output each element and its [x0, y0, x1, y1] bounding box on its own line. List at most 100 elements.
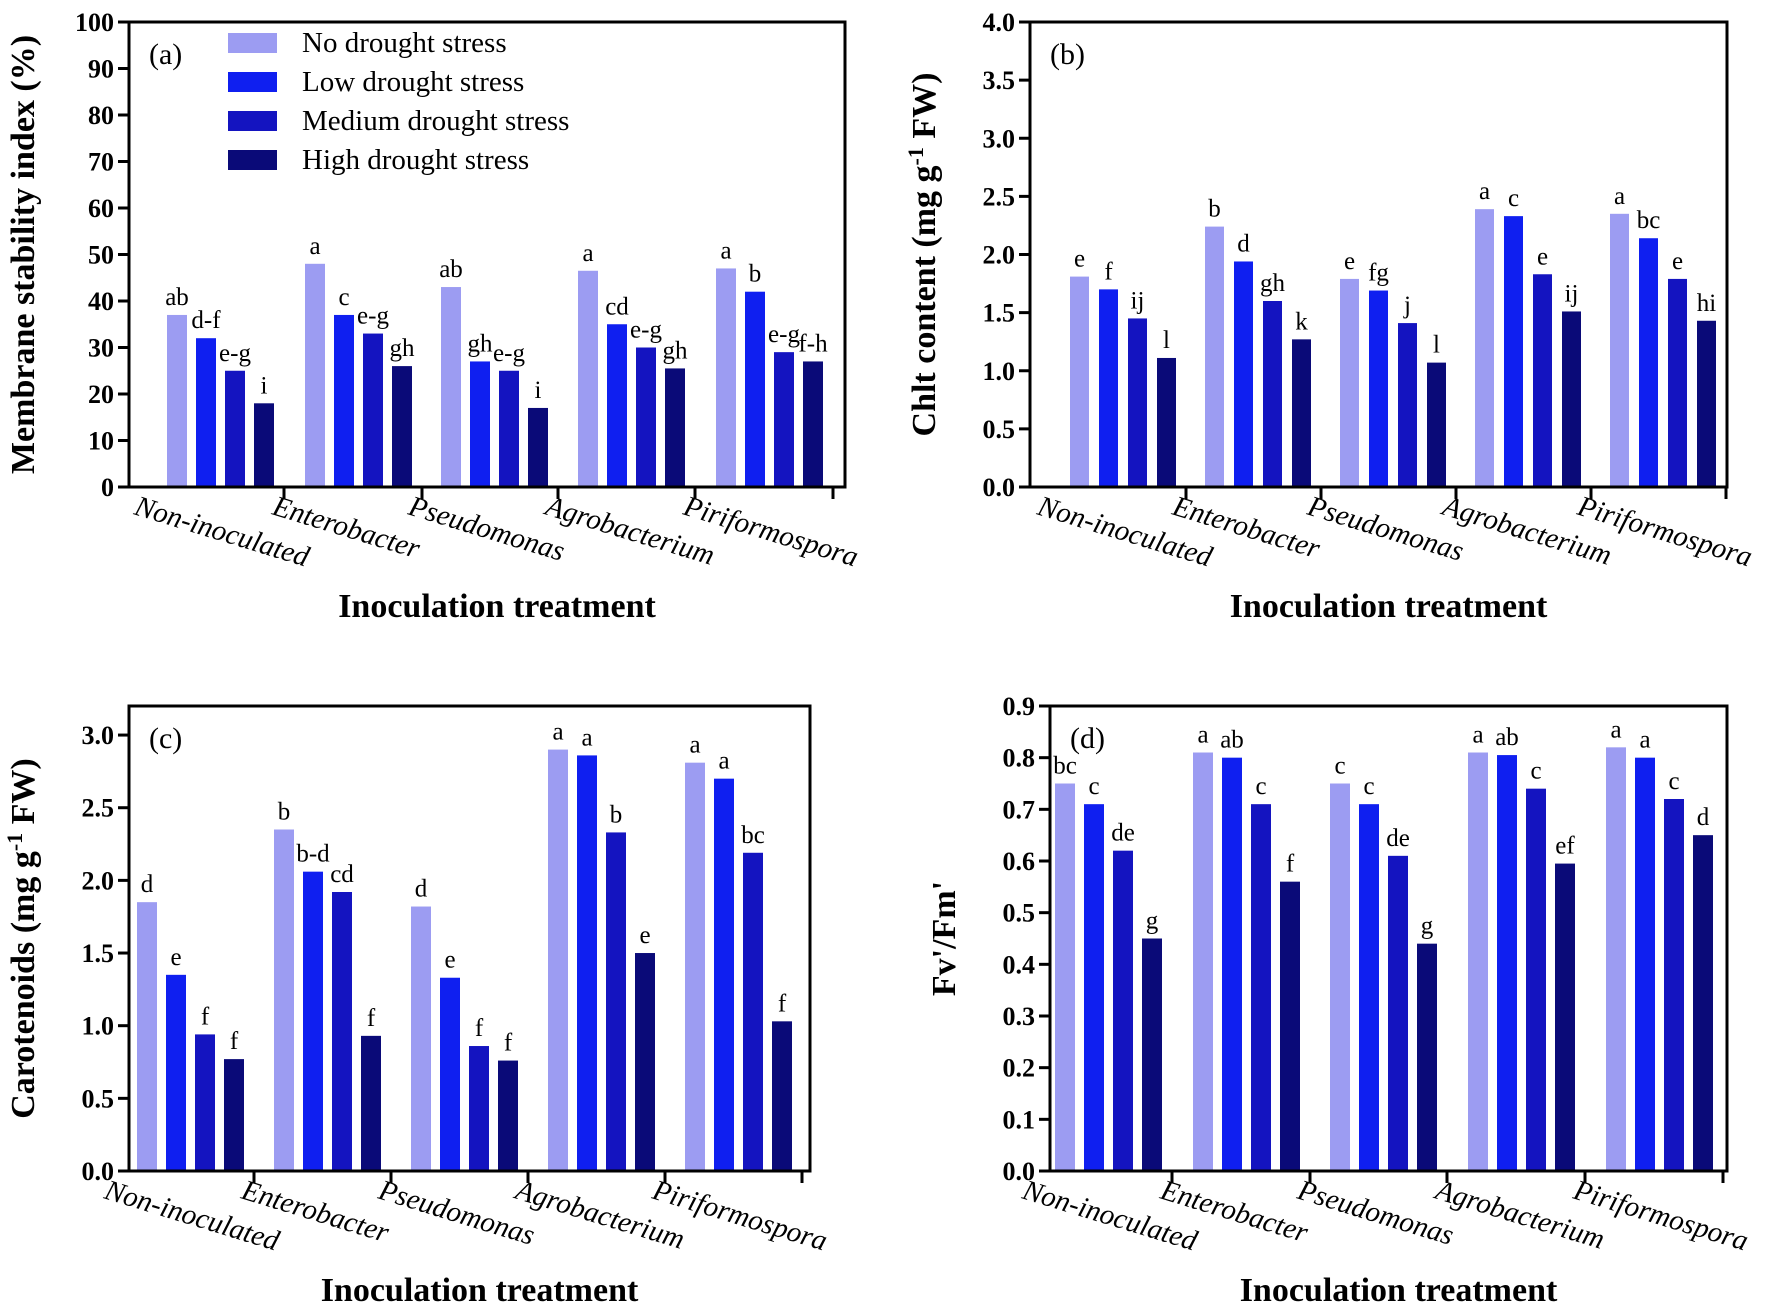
bar-2-1 — [305, 263, 325, 487]
bar-4-3 — [636, 347, 656, 487]
y-tick-label: 1.5 — [82, 939, 115, 968]
y-tick-label: 0.6 — [1003, 847, 1036, 876]
bar-1-1 — [1070, 276, 1089, 487]
significance-letter: e — [1672, 248, 1683, 275]
significance-letter: f — [1104, 258, 1113, 285]
legend-swatch — [228, 72, 277, 92]
significance-letter: gh — [663, 337, 689, 364]
significance-letter: c — [1334, 753, 1345, 780]
significance-letter: l — [1163, 327, 1170, 354]
bar-3-4 — [528, 407, 548, 487]
significance-letter: i — [535, 377, 542, 404]
y-axis-title: Carotenoids (mg g-1 FW) — [2, 758, 43, 1119]
bar-4-2 — [1504, 216, 1523, 487]
significance-letter: c — [1363, 773, 1374, 800]
significance-letter: a — [1639, 727, 1650, 754]
significance-letter: k — [1295, 308, 1308, 335]
bar-4-3 — [1533, 274, 1552, 487]
bar-5-2 — [745, 291, 765, 487]
bar-5-1 — [1610, 213, 1629, 487]
bar-3-3 — [499, 370, 519, 487]
bar-3-4 — [1427, 362, 1446, 487]
bar-5-3 — [1664, 799, 1684, 1171]
significance-letter: ab — [439, 256, 463, 283]
significance-letter: ij — [1131, 287, 1145, 314]
y-tick-label: 70 — [88, 148, 114, 177]
bar-5-1 — [716, 268, 736, 487]
significance-letter: ab — [1495, 724, 1519, 751]
bar-3-1 — [411, 906, 431, 1171]
plot-frame — [1048, 704, 1729, 1173]
x-axis-title: Inoculation treatment — [321, 1272, 639, 1304]
legend-label: No drought stress — [302, 27, 507, 59]
panel-label: (a) — [149, 38, 182, 71]
y-tick-label: 1.5 — [983, 299, 1016, 328]
significance-letter: f — [367, 1005, 376, 1032]
bar-2-3 — [1263, 301, 1282, 487]
bar-1-1 — [1055, 783, 1075, 1171]
bar-3-2 — [1369, 290, 1388, 487]
bar-4-1 — [578, 270, 598, 487]
significance-letter: a — [552, 719, 563, 746]
significance-letter: ij — [1565, 280, 1579, 307]
legend-label: High drought stress — [302, 144, 529, 176]
y-tick-label: 0.5 — [1003, 899, 1036, 928]
significance-letter: f — [230, 1028, 239, 1055]
bar-4-2 — [607, 324, 627, 487]
significance-letter: e — [1074, 246, 1085, 273]
bar-2-3 — [332, 892, 352, 1171]
bar-5-3 — [743, 852, 763, 1171]
bar-5-3 — [1668, 278, 1687, 487]
bar-1-2 — [1084, 804, 1104, 1171]
bar-4-4 — [1555, 863, 1575, 1171]
bar-5-1 — [1606, 747, 1626, 1171]
bar-1-4 — [254, 403, 274, 487]
bar-5-4 — [1697, 320, 1716, 487]
y-tick-label: 60 — [88, 194, 114, 223]
bar-2-4 — [1292, 339, 1311, 487]
significance-letter: c — [1088, 773, 1099, 800]
bar-1-4 — [224, 1059, 244, 1171]
significance-letter: e-g — [493, 340, 525, 367]
category-label: Pseudomonas — [404, 490, 568, 568]
y-tick-label: 1.0 — [82, 1012, 115, 1041]
bar-3-4 — [1417, 943, 1437, 1171]
bar-2-4 — [1280, 881, 1300, 1171]
significance-letter: d — [1697, 804, 1710, 831]
bar-2-4 — [361, 1035, 381, 1171]
bar-3-1 — [1340, 278, 1359, 487]
y-tick-label: 0.5 — [983, 415, 1016, 444]
significance-letter: a — [718, 748, 729, 775]
significance-letter: j — [1403, 292, 1411, 319]
bar-1-1 — [137, 902, 157, 1171]
bar-2-3 — [363, 333, 383, 487]
bar-2-1 — [1205, 226, 1224, 487]
significance-letter: bc — [741, 822, 765, 849]
category-label: Pseudomonas — [374, 1174, 538, 1252]
bar-1-3 — [1128, 318, 1147, 487]
y-tick-label: 0.4 — [1003, 950, 1036, 979]
significance-letter: a — [1479, 178, 1490, 205]
significance-letter: gh — [468, 330, 494, 357]
plot-frame — [127, 704, 812, 1173]
y-tick-label: 0 — [101, 473, 114, 502]
significance-letter: b-d — [296, 841, 330, 868]
y-tick-label: 2.0 — [983, 241, 1016, 270]
bar-5-2 — [1635, 757, 1655, 1171]
bar-4-1 — [548, 749, 568, 1171]
significance-letter: g — [1146, 908, 1159, 935]
significance-letter: bc — [1053, 753, 1077, 780]
bar-2-2 — [303, 871, 323, 1171]
significance-letter: a — [1610, 716, 1621, 743]
y-tick-label: 3.0 — [983, 124, 1016, 153]
bar-3-1 — [1330, 783, 1350, 1171]
significance-letter: d-f — [191, 307, 221, 334]
significance-letter: b — [1208, 196, 1221, 223]
significance-letter: f — [778, 990, 787, 1017]
significance-letter: e — [170, 944, 181, 971]
bar-1-1 — [167, 314, 187, 487]
significance-letter: a — [1472, 722, 1483, 749]
